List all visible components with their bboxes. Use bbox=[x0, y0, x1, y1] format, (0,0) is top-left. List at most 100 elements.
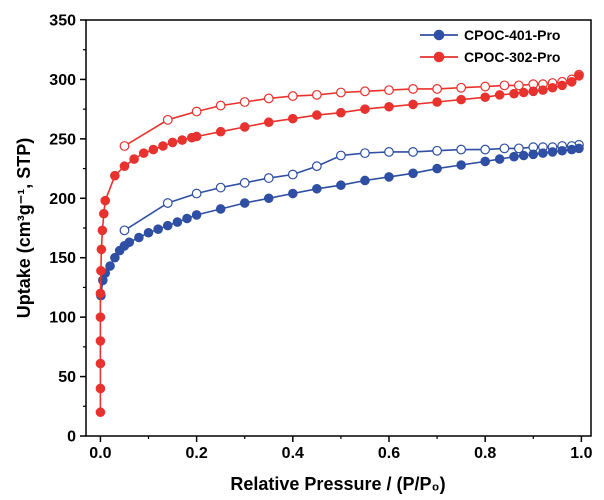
adsorption-point bbox=[162, 220, 173, 231]
adsorption-point bbox=[574, 143, 584, 154]
adsorption-point bbox=[177, 135, 187, 145]
x-axis-title: Relative Pressure / (P/P₀) bbox=[230, 474, 445, 494]
desorption-point bbox=[263, 173, 274, 183]
adsorption-point bbox=[547, 147, 558, 157]
desorption-point bbox=[513, 143, 524, 154]
desorption-point bbox=[215, 182, 226, 193]
ticks: 0.0 0.2 0.4 0.6 0.8 1.0 0 50 100 150 200 250 300 350 bbox=[49, 13, 592, 463]
desorption-point bbox=[239, 177, 250, 188]
y-tick-label: 300 bbox=[49, 72, 76, 89]
adsorption-point bbox=[97, 225, 108, 236]
y-tick-label: 150 bbox=[49, 250, 76, 267]
adsorption-point bbox=[528, 86, 539, 97]
x-tick-label: 0.0 bbox=[89, 445, 111, 462]
adsorption-point bbox=[557, 80, 567, 91]
adsorption-point bbox=[538, 85, 548, 95]
adsorption-point bbox=[215, 204, 226, 214]
adsorption-point bbox=[456, 160, 466, 170]
adsorption-point bbox=[509, 88, 519, 99]
adsorption-point bbox=[95, 358, 106, 369]
adsorption-point bbox=[538, 148, 548, 158]
adsorption-point bbox=[518, 150, 529, 161]
desorption-point bbox=[384, 147, 394, 157]
desorption-point bbox=[408, 147, 418, 157]
adsorption-point bbox=[408, 168, 418, 179]
adsorption-point bbox=[528, 149, 539, 160]
adsorption-point bbox=[95, 336, 106, 346]
legend-label: CPOC-401-Pro bbox=[464, 27, 560, 43]
adsorption-point bbox=[432, 163, 442, 174]
adsorption-point bbox=[480, 156, 490, 167]
adsorption-point bbox=[557, 145, 567, 156]
adsorption-point bbox=[95, 383, 106, 394]
y-axis-title: Uptake (cm³g⁻¹, STP) bbox=[14, 138, 34, 319]
adsorption-point bbox=[191, 131, 202, 142]
series bbox=[95, 69, 584, 418]
legend-item-cpoc-302-pro: CPOC-302-Pro bbox=[420, 49, 560, 65]
desorption-point bbox=[384, 85, 394, 96]
legend-label: CPOC-302-Pro bbox=[464, 49, 560, 65]
legend-item-cpoc-401-pro: CPOC-401-Pro bbox=[420, 27, 560, 43]
desorption-point bbox=[456, 82, 467, 93]
adsorption-point bbox=[110, 252, 120, 263]
adsorption-point bbox=[95, 407, 106, 418]
desorption-point bbox=[263, 93, 274, 104]
desorption-point bbox=[162, 198, 173, 208]
desorption-point bbox=[287, 169, 298, 180]
x-tick-label: 1.0 bbox=[570, 445, 592, 462]
adsorption-point bbox=[96, 244, 107, 255]
adsorption-point bbox=[138, 148, 149, 158]
adsorption-point bbox=[384, 101, 394, 112]
series-cpoc-302-pro bbox=[95, 69, 584, 418]
adsorption-point bbox=[509, 151, 519, 162]
adsorption-point bbox=[110, 170, 120, 181]
adsorption-point bbox=[547, 82, 558, 93]
adsorption-point bbox=[158, 141, 168, 151]
x-tick-label: 0.6 bbox=[378, 445, 400, 462]
desorption-point bbox=[119, 225, 130, 236]
adsorption-point bbox=[360, 104, 370, 114]
y-tick-label: 200 bbox=[49, 191, 76, 208]
y-tick-label: 100 bbox=[49, 310, 76, 327]
desorption-point bbox=[480, 81, 491, 92]
desorption-point bbox=[432, 84, 442, 94]
desorption-point bbox=[191, 188, 202, 199]
desorption-point bbox=[239, 97, 250, 107]
adsorption-point bbox=[432, 97, 442, 107]
adsorption-point bbox=[182, 213, 192, 224]
desorption-point bbox=[119, 141, 130, 151]
desorption-point bbox=[162, 114, 173, 125]
desorption-point bbox=[336, 87, 346, 98]
legend: CPOC-401-Pro CPOC-302-Pro bbox=[420, 27, 560, 65]
adsorption-point bbox=[148, 144, 159, 155]
adsorption-point bbox=[172, 217, 183, 227]
desorption-point bbox=[499, 80, 510, 91]
adsorption-point bbox=[566, 77, 577, 87]
adsorption-point bbox=[312, 183, 322, 194]
desorption-point bbox=[360, 86, 370, 97]
adsorption-point bbox=[480, 92, 490, 103]
desorption-point bbox=[408, 84, 418, 94]
adsorption-point bbox=[167, 137, 178, 148]
adsorption-point bbox=[105, 261, 115, 271]
adsorption-point bbox=[129, 154, 139, 164]
legend-marker bbox=[433, 29, 445, 41]
adsorption-point bbox=[95, 312, 106, 322]
adsorption-point bbox=[384, 172, 394, 182]
adsorption-point bbox=[336, 180, 346, 191]
adsorption-point bbox=[263, 193, 274, 204]
desorption-point bbox=[191, 106, 202, 117]
adsorption-point bbox=[239, 198, 250, 208]
adsorption-point bbox=[98, 208, 109, 219]
adsorption-point bbox=[456, 94, 466, 105]
adsorption-point bbox=[124, 237, 135, 248]
adsorption-point bbox=[288, 113, 298, 124]
desorption-point bbox=[336, 150, 346, 161]
desorption-point bbox=[311, 161, 322, 172]
desorption-point bbox=[311, 89, 322, 100]
adsorption-point bbox=[153, 224, 163, 234]
desorption-point bbox=[287, 91, 298, 101]
adsorption-point bbox=[143, 227, 154, 238]
desorption-point bbox=[456, 144, 467, 155]
